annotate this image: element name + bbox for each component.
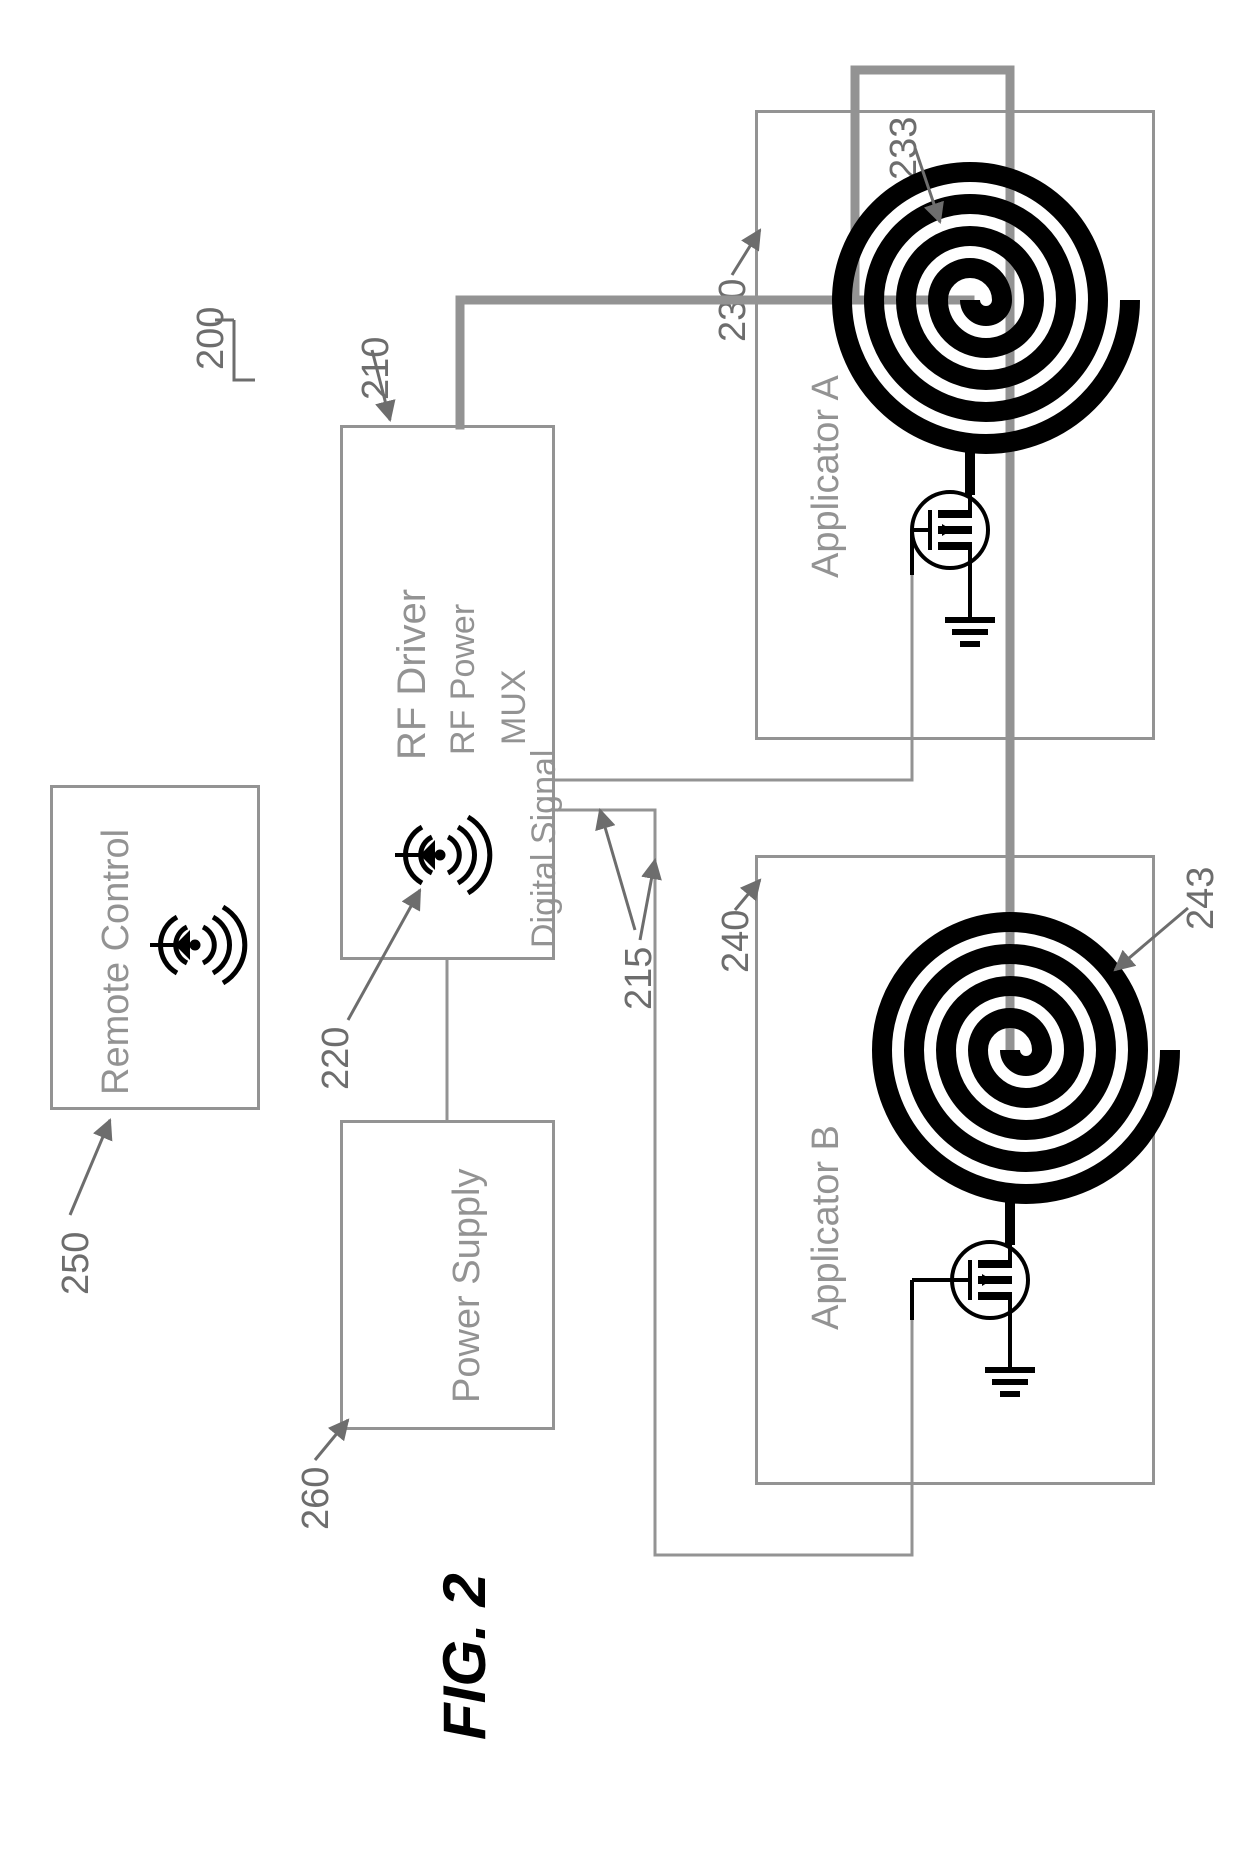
transistor-a-icon <box>912 492 995 644</box>
spiral-b-icon <box>882 922 1170 1245</box>
diagram-svg <box>0 0 1240 1869</box>
driver-antenna-icon <box>395 817 490 893</box>
diagram-canvas: Remote Control RF Driver RF Power MUX Di… <box>0 0 1240 1869</box>
digital-signal-lines <box>447 575 912 1555</box>
transistor-b-icon <box>912 1242 1035 1394</box>
remote-antenna-icon <box>150 907 245 983</box>
spiral-a-icon <box>842 172 1130 495</box>
